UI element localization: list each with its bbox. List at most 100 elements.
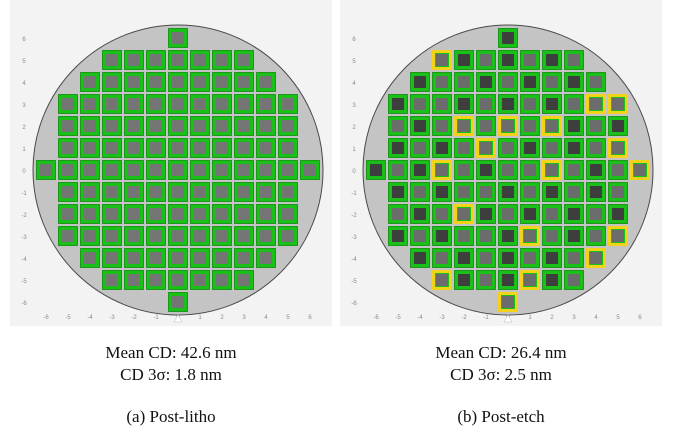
die-1--4 [190,248,210,268]
die--2-0 [124,160,144,180]
die--3-0 [432,160,452,180]
die-1--3 [520,226,540,246]
die--1-2 [476,116,496,136]
die-1--4 [520,248,540,268]
die-4-1 [256,138,276,158]
die--1--3 [146,226,166,246]
die-0--2 [498,204,518,224]
die-1-5 [520,50,540,70]
y-tick-label: 4 [22,81,26,87]
die-3--5 [564,270,584,290]
x-tick-label: -6 [373,315,379,321]
y-tick-label: 1 [22,147,26,153]
die--1--4 [146,248,166,268]
die--1--2 [146,204,166,224]
y-tick-label: -5 [21,279,27,285]
highlight-marker [608,94,628,114]
die-3--5 [234,270,254,290]
x-tick-label: -5 [65,315,71,321]
die--5--3 [58,226,78,246]
y-tick-label: -1 [21,191,27,197]
die-5--2 [278,204,298,224]
die--5-2 [58,116,78,136]
y-tick-label: 4 [352,81,356,87]
die-3--3 [564,226,584,246]
die-4-1 [586,138,606,158]
die--2-3 [124,94,144,114]
die--4--1 [410,182,430,202]
die--2-1 [454,138,474,158]
y-tick-label: 0 [22,169,26,175]
die-2-0 [542,160,562,180]
die--3--2 [102,204,122,224]
highlight-marker [608,226,628,246]
die--2--2 [124,204,144,224]
notch-marker [503,314,513,323]
die--3--5 [102,270,122,290]
die-2--3 [542,226,562,246]
y-tick-label: -1 [351,191,357,197]
die-1-3 [520,94,540,114]
die-5-1 [608,138,628,158]
die-3-3 [564,94,584,114]
die-4-3 [256,94,276,114]
die-0--5 [498,270,518,290]
x-tick-label: 1 [528,315,532,321]
die--4--2 [80,204,100,224]
die-4--4 [586,248,606,268]
die--5-1 [388,138,408,158]
die--6-0 [366,160,386,180]
x-tick-label: -4 [417,315,423,321]
die-3--4 [234,248,254,268]
die--2-4 [454,72,474,92]
x-tick-label: 5 [616,315,620,321]
die--4--2 [410,204,430,224]
die--3--1 [102,182,122,202]
x-tick-label: 2 [220,315,224,321]
die--4-1 [410,138,430,158]
die-0--3 [168,226,188,246]
die-4--1 [256,182,276,202]
y-tick-label: 2 [22,125,26,131]
panel-post-etch: -6-6-5-5-4-4-3-3-2-2-1-100112233445566 [340,0,662,326]
die--4--3 [80,226,100,246]
die-3-4 [564,72,584,92]
mean-cd-post-litho: Mean CD: 42.6 nm [105,343,237,362]
panel-post-litho: -6-6-5-5-4-4-3-3-2-2-1-100112233445566 [10,0,332,326]
die--1--5 [146,270,166,290]
die-1--5 [190,270,210,290]
die-4--2 [256,204,276,224]
x-tick-label: 4 [594,315,598,321]
die-4-3 [586,94,606,114]
die-1-4 [190,72,210,92]
die-6-0 [300,160,320,180]
die-5--2 [608,204,628,224]
x-tick-label: 6 [308,315,312,321]
y-tick-label: 3 [352,103,356,109]
die--2-5 [454,50,474,70]
y-tick-label: -3 [351,235,357,241]
die-3-0 [564,160,584,180]
die--4-4 [80,72,100,92]
die--3--3 [432,226,452,246]
die-0-4 [498,72,518,92]
die-2--4 [542,248,562,268]
die--3-4 [102,72,122,92]
die-2--5 [542,270,562,290]
y-tick-label: 3 [22,103,26,109]
highlight-marker [432,270,452,290]
die-5--3 [278,226,298,246]
die--2--3 [454,226,474,246]
die--2--4 [454,248,474,268]
highlight-marker [608,138,628,158]
x-tick-label: 3 [572,315,576,321]
die--1-4 [146,72,166,92]
die-0-4 [168,72,188,92]
die-3--3 [234,226,254,246]
y-tick-label: 1 [352,147,356,153]
die-2-3 [542,94,562,114]
die--1--1 [476,182,496,202]
die--1-1 [146,138,166,158]
die--2--3 [124,226,144,246]
die-0--1 [498,182,518,202]
